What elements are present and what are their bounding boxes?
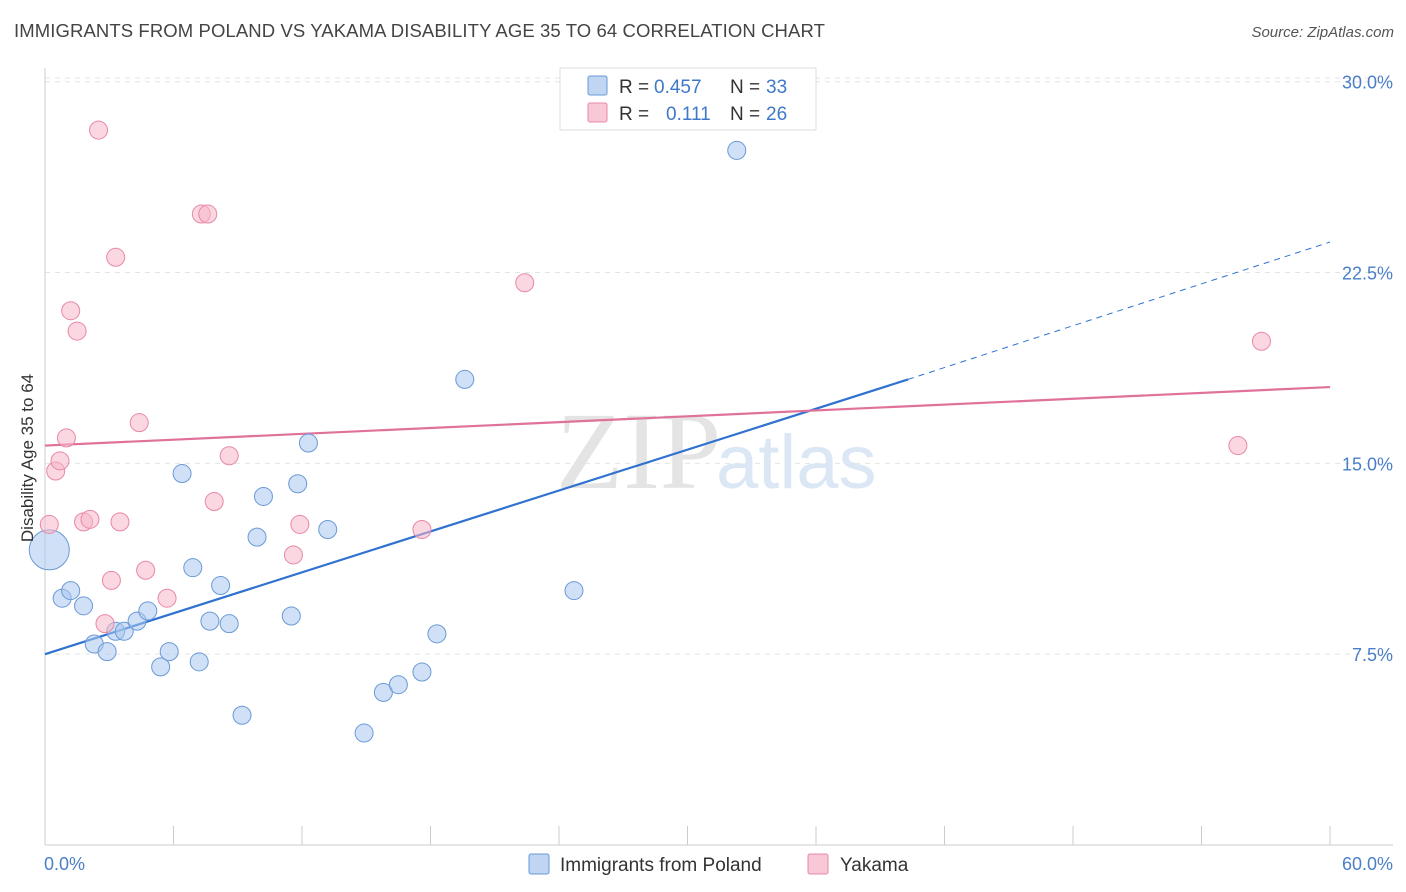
legend-n-value-yakama: 26 bbox=[766, 104, 787, 125]
legend-r-value-yakama: 0.111 bbox=[666, 104, 711, 125]
axes bbox=[44, 68, 1393, 846]
poland-point-10 bbox=[151, 657, 171, 677]
correlation-legend: R = 0.457 N = 33 R = 0.111 N = 26 bbox=[559, 67, 817, 131]
watermark: ZIP atlas bbox=[556, 390, 877, 512]
legend-r-value-poland: 0.457 bbox=[654, 77, 702, 98]
yakama-point-12 bbox=[110, 512, 130, 532]
yakama-point-4 bbox=[61, 301, 81, 321]
poland-point-31 bbox=[564, 581, 584, 601]
y-axis-label: Disability Age 35 to 64 bbox=[18, 374, 37, 542]
y-tick-label-0: 7.5% bbox=[1352, 645, 1393, 665]
source-label: Source: ZipAtlas.com bbox=[1251, 24, 1394, 41]
y-tick-label-3: 30.0% bbox=[1342, 73, 1393, 93]
series-legend: Immigrants from Poland Yakama bbox=[528, 853, 909, 876]
poland-point-17 bbox=[219, 614, 239, 634]
poland-point-32 bbox=[727, 140, 747, 160]
data-points bbox=[28, 120, 1271, 743]
poland-point-24 bbox=[318, 520, 338, 540]
poland-point-21 bbox=[281, 606, 301, 626]
series-legend-swatch-yakama bbox=[807, 853, 829, 875]
yakama-point-15 bbox=[157, 588, 177, 608]
legend-n-value-poland: 33 bbox=[766, 77, 787, 98]
poland-point-19 bbox=[247, 527, 267, 547]
poland-point-7 bbox=[114, 621, 134, 641]
yakama-trendline bbox=[44, 385, 1331, 447]
yakama-point-22 bbox=[412, 520, 432, 540]
yakama-point-19 bbox=[219, 446, 239, 466]
yakama-point-23 bbox=[515, 273, 535, 293]
legend-swatch-yakama bbox=[587, 102, 608, 123]
poland-point-11 bbox=[159, 642, 179, 662]
poland-point-2 bbox=[61, 581, 81, 601]
yakama-point-18 bbox=[204, 492, 224, 512]
yakama-point-11 bbox=[106, 247, 126, 267]
series-legend-swatch-poland bbox=[528, 853, 550, 875]
watermark-zip: ZIP bbox=[556, 390, 721, 512]
poland-trendline bbox=[44, 378, 909, 656]
yakama-point-25 bbox=[1251, 331, 1271, 351]
poland-point-25 bbox=[354, 723, 374, 743]
poland-point-13 bbox=[183, 558, 203, 578]
yakama-point-2 bbox=[50, 451, 70, 471]
yakama-point-8 bbox=[89, 120, 109, 140]
poland-point-9 bbox=[138, 601, 158, 621]
legend-n-label-poland: N = bbox=[730, 77, 760, 98]
y-tick-label-2: 22.5% bbox=[1342, 264, 1393, 284]
poland-point-12 bbox=[172, 464, 192, 484]
yakama-point-21 bbox=[290, 514, 310, 534]
watermark-atlas: atlas bbox=[716, 420, 877, 505]
legend-n-label-yakama: N = bbox=[730, 104, 760, 125]
poland-point-27 bbox=[388, 675, 408, 695]
x-tick-label-max: 60.0% bbox=[1342, 854, 1393, 874]
yakama-point-24 bbox=[1228, 436, 1248, 456]
poland-point-16 bbox=[211, 575, 231, 595]
poland-point-23 bbox=[298, 433, 318, 453]
yakama-point-13 bbox=[129, 413, 149, 433]
poland-point-26 bbox=[373, 682, 393, 702]
gridlines bbox=[45, 77, 1393, 655]
chart-title: IMMIGRANTS FROM POLAND VS YAKAMA DISABIL… bbox=[14, 20, 825, 41]
legend-r-label-poland: R = bbox=[619, 77, 649, 98]
yakama-point-5 bbox=[67, 321, 87, 341]
yakama-point-10 bbox=[101, 570, 121, 590]
x-tick-label-min: 0.0% bbox=[44, 854, 85, 874]
poland-point-14 bbox=[189, 652, 209, 672]
yakama-point-3 bbox=[56, 428, 76, 448]
legend-swatch-poland bbox=[587, 75, 608, 96]
poland-point-28 bbox=[412, 662, 432, 682]
poland-trendline-extension bbox=[907, 241, 1331, 380]
yakama-point-17 bbox=[198, 204, 218, 224]
series-legend-label-poland: Immigrants from Poland bbox=[560, 855, 762, 876]
poland-point-29 bbox=[427, 624, 447, 644]
yakama-point-9 bbox=[95, 614, 115, 634]
poland-point-3 bbox=[74, 596, 94, 616]
yakama-point-0 bbox=[39, 514, 59, 534]
poland-point-15 bbox=[200, 611, 220, 631]
poland-point-22 bbox=[288, 474, 308, 494]
legend-r-label-yakama: R = bbox=[619, 104, 649, 125]
yakama-point-20 bbox=[283, 545, 303, 565]
poland-point-20 bbox=[253, 486, 273, 506]
yakama-point-7 bbox=[80, 509, 100, 529]
y-tick-label-1: 15.0% bbox=[1342, 454, 1393, 474]
tick-labels: 7.5% 15.0% 22.5% 30.0% 0.0% 60.0% bbox=[44, 73, 1393, 874]
yakama-point-14 bbox=[136, 560, 156, 580]
poland-point-18 bbox=[232, 705, 252, 725]
poland-point-30 bbox=[455, 369, 475, 389]
trendlines bbox=[44, 241, 1331, 656]
series-legend-label-yakama: Yakama bbox=[840, 855, 909, 876]
poland-point-5 bbox=[97, 642, 117, 662]
